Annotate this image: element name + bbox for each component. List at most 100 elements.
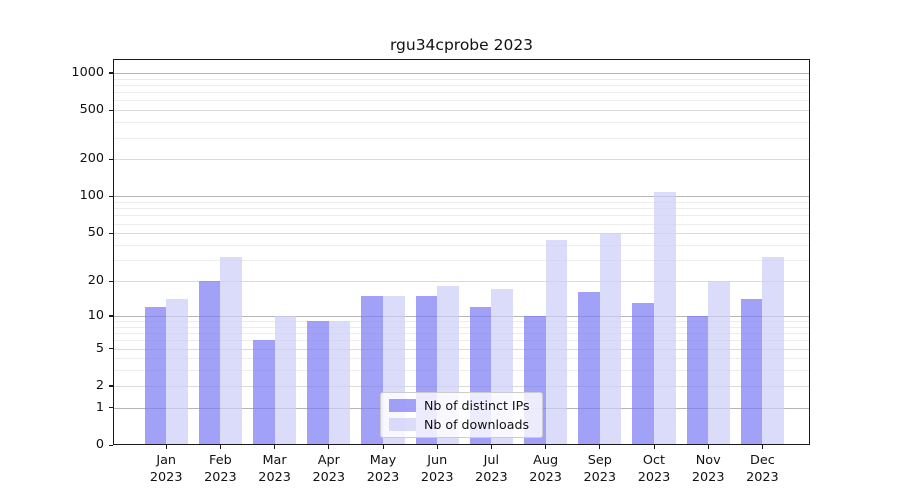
x-tick-label: Jul 2023 [475,453,508,485]
minor-gridline [114,260,809,262]
y-tick-label: 20 [87,273,104,289]
x-tick-label: Mar 2023 [258,453,291,485]
major-gridline [114,196,809,198]
y-tick-label: 1 [95,399,104,415]
y-tick-mark [109,158,113,161]
minor-gridline [114,92,809,94]
y-tick-mark [109,315,113,317]
bar-nb-of-downloads-dec [762,256,785,444]
bar-nb-of-distinct-ips-apr [307,321,329,444]
x-tick-label: Jan 2023 [149,453,183,485]
x-tick-mark [219,445,222,449]
y-tick-mark [109,109,113,111]
bar-nb-of-distinct-ips-nov [686,315,709,444]
minor-gridline [114,202,809,204]
bar-nb-of-downloads-mar [274,315,297,444]
major-gridline [114,159,809,161]
bar-nb-of-downloads-apr [328,321,351,444]
y-tick-label: 5 [95,340,104,356]
legend: Nb of distinct IPs Nb of downloads [380,392,543,438]
minor-gridline [114,84,809,86]
y-tick-label: 2 [95,377,104,393]
bar-nb-of-distinct-ips-may [361,295,383,444]
x-tick-label: Dec 2023 [746,453,779,485]
y-tick-mark [109,444,113,446]
x-tick-mark [436,445,438,449]
y-tick-label: 50 [87,225,104,241]
y-tick-mark [109,72,113,74]
y-tick-mark [109,232,113,234]
x-tick-mark [382,445,384,449]
y-tick-label: 10 [87,307,104,323]
major-gridline [114,110,809,112]
legend-swatch-distinct-ips-icon [389,398,416,412]
bar-nb-of-downloads-feb [220,256,243,444]
bar-nb-of-downloads-nov [708,281,730,444]
minor-gridline [114,245,809,246]
bar-nb-of-distinct-ips-sep [578,292,600,444]
x-tick-mark [328,445,330,449]
legend-label-distinct-ips: Nb of distinct IPs [424,397,530,413]
x-tick-label: May 2023 [366,453,400,485]
bar-nb-of-downloads-oct [654,191,676,444]
x-tick-label: Sep 2023 [583,453,617,485]
x-tick-label: Apr 2023 [312,453,346,485]
x-tick-mark [761,445,764,449]
bar-nb-of-distinct-ips-dec [740,299,763,444]
x-tick-mark [274,445,276,449]
legend-swatch-downloads-icon [389,418,416,432]
y-tick-label: 0 [95,437,104,452]
bar-nb-of-downloads-sep [599,233,622,444]
x-tick-label: Nov 2023 [691,453,725,485]
y-tick-mark [109,348,113,350]
minor-gridline [114,137,809,139]
minor-gridline [114,370,809,372]
minor-gridline [114,78,809,80]
x-tick-mark [490,445,493,449]
y-tick-label: 100 [79,188,104,204]
minor-gridline [114,358,809,360]
bar-nb-of-downloads-jan [166,299,188,444]
y-tick-mark [109,280,113,282]
minor-gridline [114,215,809,217]
major-gridline [114,72,809,74]
legend-item-downloads: Nb of downloads [389,417,534,434]
bar-nb-of-distinct-ips-oct [632,302,654,444]
major-gridline [114,281,809,283]
x-tick-label: Oct 2023 [637,453,671,485]
x-tick-label: Feb 2023 [204,453,237,485]
minor-gridline [114,333,809,335]
major-gridline [114,233,809,235]
minor-gridline [114,340,809,342]
x-tick-label: Aug 2023 [529,453,562,485]
minor-gridline [114,208,809,210]
bar-nb-of-distinct-ips-jan [144,306,167,444]
legend-item-distinct-ips: Nb of distinct IPs [389,397,534,414]
major-gridline [114,348,809,350]
x-tick-mark [707,445,709,449]
y-tick-label: 500 [79,102,104,118]
minor-gridline [114,223,809,225]
bar-nb-of-distinct-ips-mar [252,340,275,444]
y-tick-label: 200 [79,151,104,167]
y-tick-mark [109,407,113,409]
x-tick-mark [165,445,167,449]
y-tick-mark [109,195,113,198]
minor-gridline [114,122,809,124]
major-gridline [114,315,809,317]
chart-title: rgu34cprobe 2023 [389,36,534,54]
minor-gridline [114,326,809,328]
legend-label-downloads: Nb of downloads [424,417,530,433]
y-tick-mark [109,385,113,387]
major-gridline [114,385,809,387]
minor-gridline [114,100,809,102]
bar-nb-of-distinct-ips-feb [198,281,221,444]
x-tick-label: Jun 2023 [420,453,454,485]
minor-gridline [114,321,809,322]
x-tick-mark [599,445,601,449]
x-tick-mark [653,445,655,449]
y-tick-label: 1000 [71,64,104,80]
x-tick-mark [545,445,547,449]
bar-nb-of-downloads-aug [545,240,568,444]
